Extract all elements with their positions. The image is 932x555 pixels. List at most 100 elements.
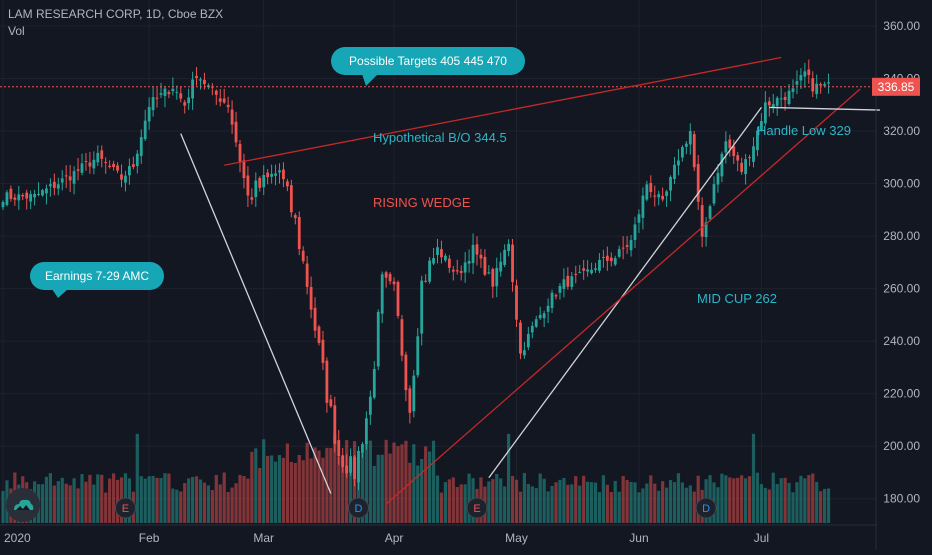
candle-body: [787, 90, 791, 105]
candle-body: [609, 257, 613, 262]
volume-bar: [345, 440, 349, 523]
volume-bar: [147, 476, 151, 523]
volume-bar: [744, 478, 748, 523]
candle-body: [570, 276, 574, 288]
candle-body: [108, 165, 112, 168]
volume-bar: [293, 463, 297, 523]
volume-bar: [198, 479, 203, 523]
volume-bar: [554, 482, 558, 523]
volume-bar: [175, 489, 179, 523]
volume-bar: [151, 475, 155, 523]
time-tick-label: May: [505, 531, 528, 545]
callout-earnings: Earnings 7-29 AMC: [30, 262, 164, 298]
volume-bar: [88, 474, 92, 523]
volume-bar: [740, 475, 744, 523]
candle-body: [704, 222, 708, 238]
volume-bar: [807, 475, 811, 523]
candle-body: [487, 272, 491, 274]
volume-bar: [206, 485, 210, 523]
candle-body: [52, 181, 56, 188]
tradingview-logo[interactable]: [6, 488, 40, 522]
candle-body: [317, 326, 321, 343]
candle-body: [96, 152, 100, 163]
candle-body: [88, 162, 92, 167]
volume-bar: [668, 479, 673, 523]
candle-body: [732, 146, 736, 156]
volume-bar: [60, 477, 64, 523]
volume-bar: [526, 484, 530, 523]
candle-body: [321, 339, 325, 363]
candle-body: [428, 260, 431, 282]
candle-body: [254, 180, 258, 198]
candle-body: [171, 88, 175, 92]
volume-bar: [696, 475, 700, 523]
candle-body: [696, 163, 700, 202]
candle-body: [653, 195, 657, 197]
volume-bar: [586, 481, 590, 523]
volume-bar: [424, 446, 428, 523]
volume-bar: [779, 478, 783, 523]
price-tick-label: 180.00: [883, 492, 920, 506]
volume-bar: [803, 478, 807, 523]
candle-body: [333, 405, 337, 444]
candle-body: [301, 250, 305, 262]
volume-bar: [767, 489, 771, 523]
volume-bar: [566, 484, 570, 523]
volume-bar: [329, 448, 333, 523]
candle-body: [17, 194, 21, 201]
candle-body: [120, 174, 123, 180]
volume-bar: [763, 487, 767, 523]
candle-body: [688, 131, 692, 145]
earnings-marker: E: [466, 497, 488, 519]
candle-body: [815, 83, 819, 95]
candle-body: [819, 83, 823, 86]
candle-body: [629, 240, 633, 251]
price-tick-label: 360.00: [883, 19, 920, 33]
callout-earnings-text: Earnings 7-29 AMC: [45, 269, 149, 283]
volume-bar: [550, 485, 554, 523]
volume-bar: [305, 442, 309, 523]
volume-bar: [645, 483, 649, 523]
candle-body: [207, 85, 210, 88]
event-marker-label: D: [702, 503, 710, 515]
candle-body: [37, 193, 40, 195]
volume-bar: [815, 481, 819, 523]
candle-body: [495, 267, 499, 287]
candle-body: [617, 249, 621, 257]
candle-body: [29, 194, 33, 202]
volume-bar: [625, 480, 629, 523]
price-badge-value: 336.85: [878, 80, 915, 94]
volume-bar: [823, 488, 827, 523]
candle-body: [657, 194, 661, 198]
volume-bar: [621, 475, 625, 523]
candle-body: [313, 307, 317, 331]
candle-body: [673, 164, 676, 179]
candle-body: [104, 161, 108, 163]
volume-bar: [538, 473, 542, 523]
candle-body: [499, 261, 503, 272]
volume-bar: [570, 484, 574, 523]
candle-body: [728, 139, 732, 149]
volume-bar: [285, 443, 289, 523]
volume-bar: [617, 491, 621, 523]
candle-body: [708, 206, 712, 219]
candle-body: [716, 173, 720, 185]
candle-body: [246, 175, 250, 196]
volume-bar: [56, 481, 60, 523]
candle-body: [155, 97, 159, 99]
volume-bar: [313, 447, 317, 523]
symbol-title: LAM RESEARCH CORP, 1D, Cboe BZX: [8, 7, 224, 21]
candle-body: [700, 205, 704, 237]
candle-body: [538, 314, 542, 319]
candle-body: [720, 153, 724, 177]
volume-bar: [135, 433, 139, 523]
trendline-white: [769, 106, 880, 111]
candle-body: [353, 456, 356, 480]
volume-bar: [503, 486, 507, 523]
candle-body: [503, 249, 507, 265]
volume-bar: [759, 484, 763, 523]
volume-bar: [755, 472, 760, 523]
volume-bar: [518, 491, 523, 523]
volume-bar: [720, 473, 724, 523]
time-tick-label: 2020: [4, 531, 31, 545]
